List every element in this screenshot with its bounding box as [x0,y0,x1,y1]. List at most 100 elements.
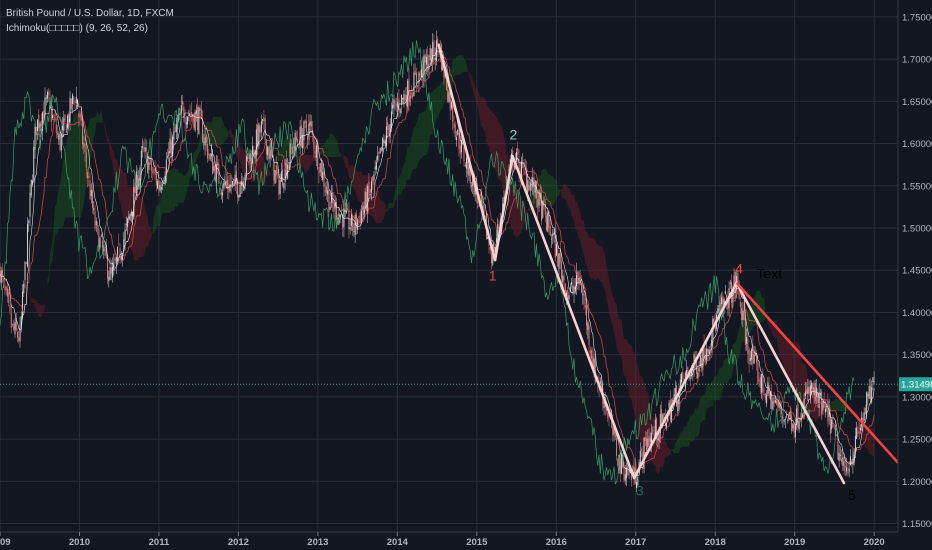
candle-body [455,137,457,141]
cloud-segment [862,425,865,445]
cloud-segment [797,342,800,397]
cloud-segment [707,383,710,409]
candle-body [864,407,866,414]
x-tick-label: 2014 [387,537,409,548]
candle-body [833,424,835,426]
cloud-segment [468,71,471,82]
cloud-segment [481,97,483,127]
candle-body [551,238,553,240]
candle-body [449,89,451,111]
candle-body [726,295,728,300]
candle-body [327,190,329,195]
candle-body [64,114,66,121]
cloud-segment [700,397,702,425]
candle-body [702,346,704,370]
candle-body [344,210,346,213]
drawings-layer[interactable]: 1 2 3 4 Text 5 [437,43,899,503]
time-axis[interactable]: 2009 2010 2011 2012 2013 2014 2015 2016 2017 2018… [0,531,932,550]
cloud-segment [789,337,791,383]
candle-body [403,94,405,104]
candle-body [707,348,709,353]
price-axis[interactable]: 1.75000 1.70000 1.65000 1.60000 1.55000 1.500… [897,0,932,550]
cloud-segment [691,415,693,442]
cloud-segment [555,179,557,202]
cloud-segment [421,111,423,160]
cloud-segment [480,97,482,126]
candle-body [427,54,429,72]
y-tick-label: 1.45000 [902,266,932,277]
candle-body [435,40,437,61]
cloud-segment [671,449,673,452]
candle-body [544,205,546,215]
candle-body [817,392,819,403]
candle-body [433,40,435,57]
indicator-title[interactable]: Ichimoku(□□□□□) (9, 26, 52, 26) [6,23,148,34]
cloud-segment [680,431,682,449]
candle-body [338,213,340,225]
candle-body [40,120,42,127]
cloud-segment [627,342,630,395]
candle-body [631,473,633,480]
cloud-segment [786,337,788,380]
cloud-segment [687,420,690,447]
candle-body [184,117,186,123]
candle-body [185,122,187,125]
cloud-segment [146,211,148,247]
candle-body [809,385,811,397]
cloud-segment [56,196,58,236]
candle-body [38,114,40,129]
candle-body [797,403,799,428]
candle-body [85,152,87,168]
cloud-segment [576,201,578,235]
cloud-segment [286,137,288,158]
candle-body [794,425,796,438]
cloud-segment [326,138,328,158]
candle-body [498,227,500,229]
x-tick-label: 2016 [546,537,567,548]
cloud-segment [100,109,102,123]
candle-body [721,297,723,305]
cloud-segment [690,415,692,442]
cloud-segment [40,305,42,318]
cloud-segment [165,175,167,214]
candle-body [83,142,85,148]
cloud-segment [661,434,663,468]
x-tick-label: 2012 [228,537,249,548]
candle-body [267,146,269,156]
wave-label: Text [756,266,782,282]
cloud-segment [824,405,826,416]
candle-body [148,162,150,171]
candle-body [237,181,239,198]
candle-body [332,192,334,204]
cloud-segment [53,206,56,244]
cloud-segment [46,278,48,305]
candle-body [118,243,120,245]
cloud-segment [423,111,426,156]
candle-body [12,324,14,325]
candle-body [253,149,255,154]
cloud-segment [629,344,631,398]
candle-body [303,121,305,141]
cloud-segment [560,189,562,197]
candle-body [4,285,6,291]
candle-body [831,419,833,430]
symbol-title[interactable]: British Pound / U.S. Dollar, 1D, FXCM [6,8,174,19]
candle-body [867,394,869,397]
cloud-segment [502,131,504,195]
candle-body [75,96,77,103]
cloud-segment [275,155,277,171]
candle-body [709,346,711,348]
cloud-segment [407,147,409,180]
candle-body [527,180,529,193]
cloud-segment [151,230,153,239]
cloud-segment [815,394,817,422]
cloud-segment [651,416,653,464]
candle-body [717,308,719,314]
candle-body [248,160,250,163]
candle-body [873,381,875,383]
cloud-segment [402,163,404,190]
candle-body [349,227,351,230]
cloud-segment [792,341,795,389]
candle-body [854,435,856,454]
